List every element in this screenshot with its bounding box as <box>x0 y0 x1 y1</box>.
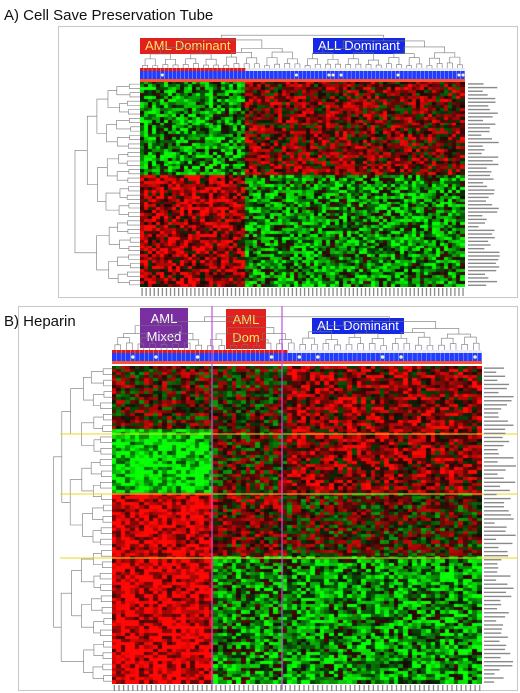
panel-a-row-dendrogram <box>74 83 140 286</box>
panel-b-row-dendrogram <box>53 368 112 682</box>
panel-b-heatmap <box>112 366 482 684</box>
panel-b-column-dendrogram <box>114 316 480 350</box>
panel-a-all-dominant-badge: ALL Dominant <box>313 38 405 54</box>
panel-a-aml-dominant-badge: AML Dominant <box>140 38 236 54</box>
panel-a-frame <box>58 26 518 298</box>
panel-a-heatmap <box>140 82 465 287</box>
panel-b-title: B) Heparin <box>4 313 76 330</box>
panel-a-sample-annotation-strip <box>140 68 465 82</box>
panel-b-cluster-separators <box>60 306 518 690</box>
panel-b-aml-dom-line1: AML <box>232 312 260 327</box>
panel-a: A) Cell Save Preservation Tube AML Domin… <box>0 0 520 300</box>
panel-b-gene-labels <box>484 367 516 683</box>
panel-b-sample-labels <box>113 685 481 691</box>
panel-b-frame <box>18 306 518 691</box>
panel-b-aml-mixed-line1: AML <box>150 311 178 326</box>
panel-b-aml-mixed-badge: AML Mixed <box>140 308 188 348</box>
panel-a-column-dendrogram <box>142 34 463 70</box>
panel-a-gene-labels <box>468 83 500 286</box>
panel-a-sample-labels <box>141 288 464 296</box>
panel-b-sample-annotation-strip <box>112 350 482 364</box>
panel-b-aml-mixed-line2: Mixed <box>146 329 182 344</box>
panel-b: B) Heparin AML Mixed AML Dom ALL Dominan… <box>0 300 520 693</box>
panel-a-title: A) Cell Save Preservation Tube <box>4 7 214 24</box>
panel-b-aml-dom-badge: AML Dom <box>226 309 266 349</box>
